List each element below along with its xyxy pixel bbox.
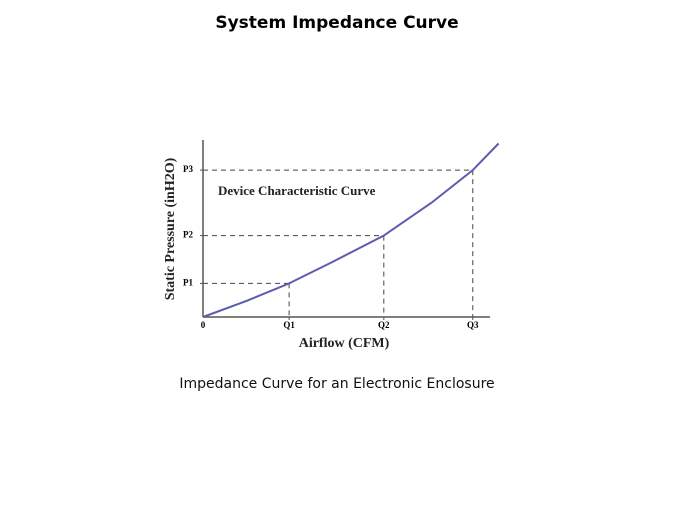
x-tick-label: Q1 — [283, 320, 295, 330]
y-tick-label: P3 — [183, 164, 193, 174]
slide-title: System Impedance Curve — [215, 13, 458, 33]
y-tick-label: P1 — [183, 277, 193, 287]
annotation: Device Characteristic Curve — [218, 183, 376, 198]
x-tick-label: Q3 — [467, 320, 479, 330]
x-tick-label: Q2 — [378, 320, 390, 330]
caption: Impedance Curve for an Electronic Enclos… — [179, 376, 494, 392]
y-axis-label: Static Pressure (inH2O) — [163, 157, 178, 300]
x-axis-label: Airflow (CFM) — [299, 336, 390, 351]
curve — [202, 142, 500, 318]
y-tick-label: P2 — [183, 230, 193, 240]
x-tick-label: 0 — [201, 320, 206, 330]
